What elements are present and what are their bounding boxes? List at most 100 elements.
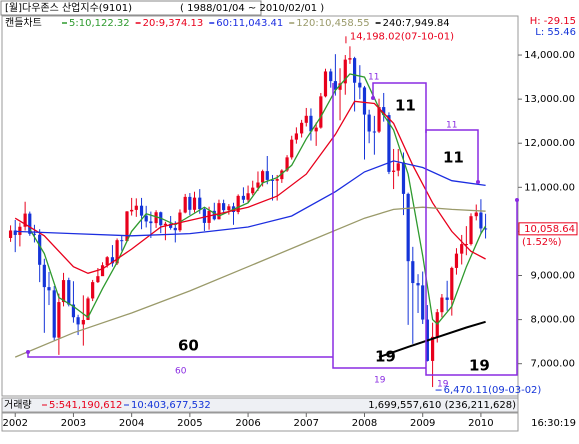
candle-body [391,170,396,172]
candle-body [362,87,367,115]
candle-body [183,196,187,213]
candle-body [227,206,231,211]
candle-body [42,264,46,288]
candle-body [474,212,478,217]
low-note: 6,470.11(09-03-02) [444,385,542,396]
legend-label: 240:7,949.84 [383,18,450,29]
candle-body [319,96,323,128]
period-box [372,82,427,368]
candle-body [421,285,425,320]
candle-body [401,163,406,194]
y-tick-label: 7,000.00 [530,359,575,370]
marker-dot [371,96,375,100]
y-tick-label: 8,000.00 [530,315,575,326]
candle-body [52,290,56,338]
candle-body [8,230,13,238]
volume-ma5: 5:541,190,612 [49,400,122,411]
last-change: (1.52%) [522,237,562,248]
x-tick-label: 2010 [468,418,493,429]
l-value: L: 55.46 [535,27,576,38]
candle-body [149,221,153,224]
candle-body [430,336,435,361]
last-price-box [518,222,578,236]
legend-label: 5:10,122.32 [69,18,130,29]
candle-body [130,209,134,212]
candle-body [28,213,32,234]
marker-dot [515,198,519,202]
plot-frame [1,15,519,397]
candle-body [67,280,71,305]
period-count: 19 [375,348,396,366]
volume-label: 거래량 [4,399,32,411]
candle-body [38,234,42,265]
period-count-small: 11 [368,73,379,83]
period-box [332,357,426,369]
candle-body [367,114,371,132]
candle-body [18,226,22,235]
plot [8,46,488,388]
candle-body [464,244,468,246]
volume-total: 1,699,557,610 (236,211,628) [368,400,516,411]
x-axis-box [1,412,519,432]
candle-body [188,196,192,210]
candle-body [416,283,420,286]
candle-body [358,82,362,88]
candle-body [329,71,333,82]
candle-body [105,257,109,266]
candle-body [450,267,454,300]
period-count-small: 19 [437,380,449,390]
y-tick-label: 9,000.00 [530,271,575,282]
candle-body [125,211,129,242]
candle-body [460,244,464,254]
title: [월]다우존스 산업지수(9101) [5,1,132,14]
candle-body [265,171,269,180]
candle-body [352,58,357,83]
candle-body [47,287,51,291]
candle-body [110,257,115,264]
candle-body [192,197,197,210]
legend-label: 60:11,043.41 [216,18,283,29]
period-box [425,129,479,182]
y-tick-label: 12,000.00 [524,138,575,149]
candle-body [382,107,386,116]
chart-kind: 캔들차트 [5,17,42,29]
candle-body [251,187,255,194]
candle-body [241,195,246,200]
y-tick-label: 14,000.00 [524,50,575,61]
candle-body [280,170,284,180]
volume-ma10: 10:403,677,532 [131,400,211,411]
candle-body [411,261,415,284]
period-count: 11 [395,97,416,115]
candle-body [440,297,444,313]
moving-average [14,206,486,358]
candle-body [32,233,37,235]
period-count: 11 [443,149,464,167]
candle-body [343,59,347,84]
legend-label: 20:9,374.13 [143,18,204,29]
date-range: ( 1988/01/04 ~ 2010/02/01 ) [180,3,324,14]
candle-body [300,122,304,134]
candle-body [406,193,410,262]
x-tick-label: 2005 [177,418,202,429]
candle-body [198,197,202,210]
candle-body [86,298,90,320]
x-tick-label: 2007 [294,418,319,429]
candle-body [173,227,177,231]
candle-body [275,179,279,181]
candle-body [338,83,342,90]
high-note: 14,198.02(07-10-01) [350,31,454,42]
candle-body [100,265,105,277]
candle-body [309,115,313,132]
candle-body [469,216,473,245]
candle-body [134,205,138,210]
candle-body [154,212,158,224]
candle-body [144,215,148,222]
candle-body [333,81,337,90]
candle-body [294,133,298,140]
candle-body [483,228,488,230]
last-price: 10,058.64 [524,224,575,235]
candle-body [372,131,376,133]
candle-body [304,115,308,123]
marker-dot [476,180,480,184]
